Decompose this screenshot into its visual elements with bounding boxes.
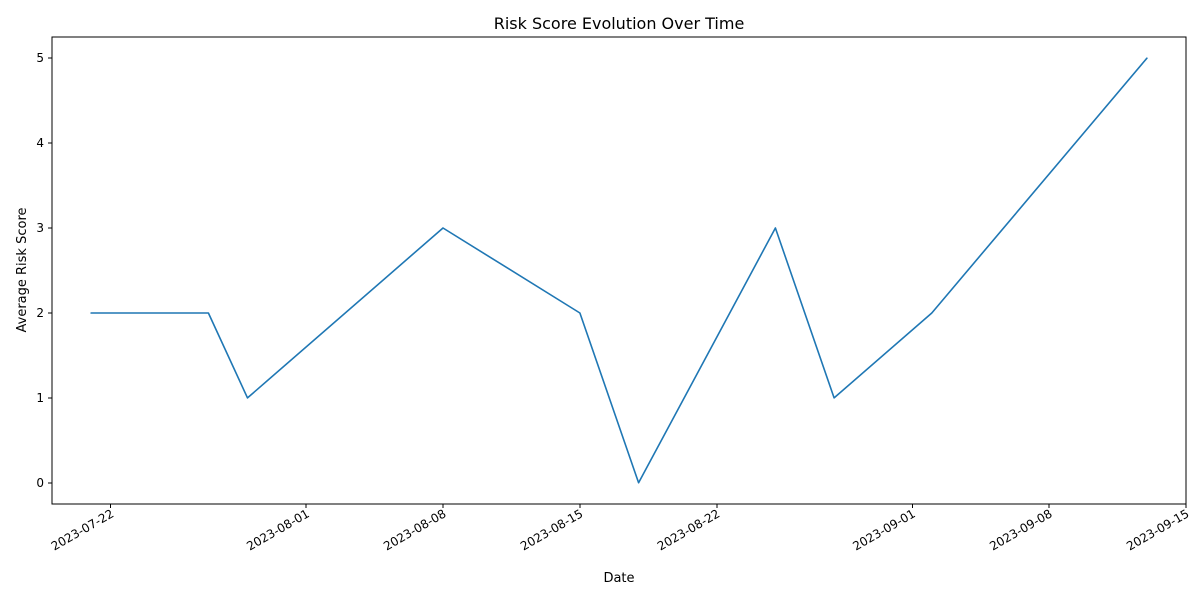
y-axis: 0 1 2 3 4 5 <box>36 51 52 490</box>
plot-area <box>51 36 1187 505</box>
plot-frame <box>51 36 1187 505</box>
y-axis-label: Average Risk Score <box>15 207 30 332</box>
x-tick-label: 2023-08-08 <box>381 506 448 553</box>
x-tick-label: 2023-09-08 <box>987 506 1054 553</box>
x-tick-label: 2023-08-22 <box>655 506 722 553</box>
y-tick-label: 4 <box>36 136 44 150</box>
y-tick-label: 1 <box>36 391 44 405</box>
x-axis: 2023-07-22 2023-08-01 2023-08-08 2023-08-15… <box>49 504 1192 553</box>
x-tick-label: 2023-08-01 <box>244 506 311 553</box>
y-tick-label: 2 <box>36 306 44 320</box>
series-line-0 <box>90 57 1148 484</box>
y-tick-label: 0 <box>36 476 44 490</box>
y-tick-label: 3 <box>36 221 44 235</box>
x-axis-label: Date <box>603 571 634 586</box>
chart-title: Risk Score Evolution Over Time <box>494 14 745 33</box>
x-tick-label: 2023-07-22 <box>49 506 116 553</box>
y-tick-label: 5 <box>36 51 44 65</box>
x-tick-label: 2023-09-01 <box>850 506 917 553</box>
x-tick-label: 2023-09-15 <box>1124 506 1191 553</box>
x-tick-label: 2023-08-15 <box>518 506 585 553</box>
